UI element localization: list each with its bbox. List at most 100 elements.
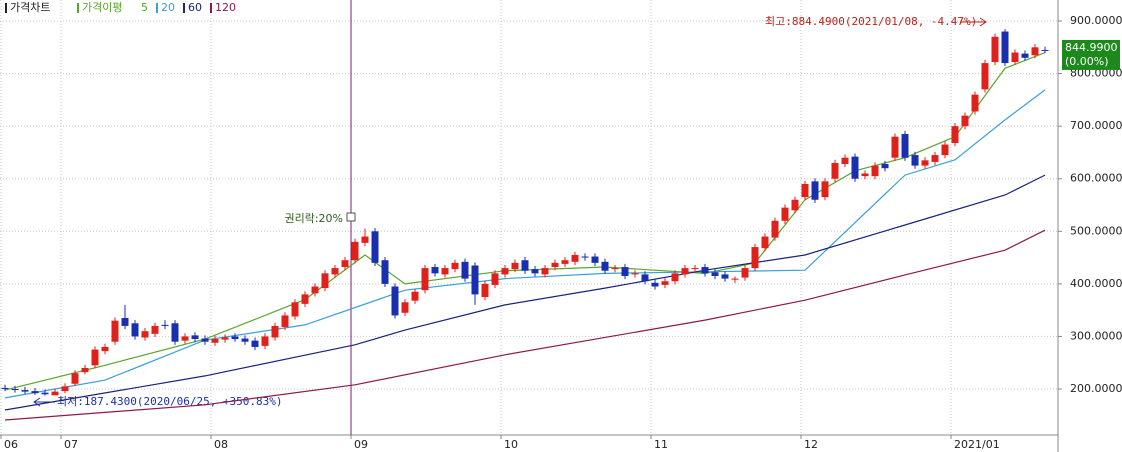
legend: 가격차트 가격이평 5 20 60 120 (5, 1, 236, 14)
candle-body (311, 286, 319, 294)
candle-body (351, 241, 359, 261)
candle-body (341, 260, 349, 268)
candle-body (631, 273, 639, 275)
last-price-box (1062, 39, 1120, 70)
candle-body (361, 236, 369, 243)
legend-text: 60 (188, 1, 202, 14)
candle-body (1011, 52, 1019, 63)
candle-body (211, 339, 219, 343)
candle-body (551, 262, 559, 268)
candle-body (131, 323, 139, 337)
candle-body (961, 115, 969, 127)
candle-body (251, 340, 259, 347)
candle-body (421, 268, 429, 291)
legend-text: 가격이평 (82, 1, 122, 14)
candle-body (331, 268, 339, 275)
candle-body (771, 220, 779, 238)
candle-body (991, 36, 999, 63)
y-tick-label: 500.0000 (1070, 224, 1122, 237)
candle-body (931, 155, 939, 162)
legend-swatch (156, 3, 158, 13)
candle-body (161, 324, 169, 326)
candle-body (971, 94, 979, 112)
legend-swatch (77, 3, 79, 13)
candle-body (541, 268, 549, 275)
candle-body (731, 278, 739, 280)
candle-body (401, 302, 409, 313)
candle-body (501, 268, 509, 275)
candle-body (661, 281, 669, 285)
candle-body (111, 320, 119, 342)
candle-body (811, 181, 819, 200)
last-change: (0.00%) (1065, 55, 1109, 68)
candle-body (51, 391, 59, 396)
candle-body (221, 337, 229, 340)
candle-body (321, 273, 329, 289)
candle-body (751, 247, 759, 269)
candle-body (951, 126, 959, 143)
candle-body (611, 268, 619, 270)
legend-swatch (183, 3, 185, 13)
candle-body (901, 134, 909, 158)
candle-body (761, 236, 769, 249)
candle-body (841, 157, 849, 165)
candle-body (741, 268, 749, 278)
candle-body (911, 155, 919, 166)
candle-body (101, 346, 109, 352)
candle-body (781, 207, 789, 221)
candle-body (511, 262, 519, 270)
candle-body (231, 336, 239, 340)
legend-text: 120 (215, 1, 236, 14)
x-tick-label: 08 (214, 438, 228, 451)
candle-body (1031, 47, 1039, 56)
candle-body (391, 286, 399, 316)
candle-body (721, 274, 729, 279)
candle-body (681, 268, 689, 275)
candle-body (831, 162, 839, 179)
candle-body (921, 160, 929, 166)
candle-body (1001, 31, 1009, 64)
candle-body (701, 267, 709, 274)
legend-swatch (5, 3, 7, 13)
candle-body (381, 260, 389, 284)
candle-body (431, 267, 439, 274)
candle-body (621, 267, 629, 276)
candle-body (641, 274, 649, 282)
candle-body (191, 335, 199, 340)
x-tick-label: 09 (354, 438, 368, 451)
candle-body (1041, 49, 1049, 51)
candle-body (791, 199, 799, 211)
candle-body (591, 256, 599, 263)
candle-body (151, 325, 159, 334)
candle-body (871, 165, 879, 177)
candle-body (821, 181, 829, 198)
low-note: 최저:187.4300(2020/06/25, +350.83%) (57, 395, 283, 408)
candle-body (521, 260, 529, 271)
candle-body (181, 336, 189, 341)
candle-body (1, 387, 9, 390)
candle-body (861, 173, 869, 177)
candle-body (651, 282, 659, 287)
legend-text: 5 (141, 1, 148, 14)
legend-text: 가격차트 (10, 1, 50, 14)
candle-body (571, 254, 579, 262)
candle-body (371, 231, 379, 263)
ma-line (4, 52, 1046, 391)
candle-body (941, 144, 949, 156)
candle-body (201, 338, 209, 342)
legend-text: 20 (161, 1, 175, 14)
x-tick-label: 07 (64, 438, 78, 451)
candle-body (81, 367, 89, 373)
x-tick-label: 11 (654, 438, 668, 451)
last-price: 844.9900 (1065, 41, 1118, 54)
ma-line (4, 174, 1046, 411)
candle-body (491, 273, 499, 285)
candle-body (21, 390, 29, 392)
high-note: 최고:884.4900(2021/01/08, -4.47%) (765, 15, 977, 28)
candle-body (91, 349, 99, 366)
legend-swatch (210, 3, 212, 13)
candle-body (981, 63, 989, 90)
x-tick-label: 10 (504, 438, 518, 451)
candle-body (891, 136, 899, 158)
